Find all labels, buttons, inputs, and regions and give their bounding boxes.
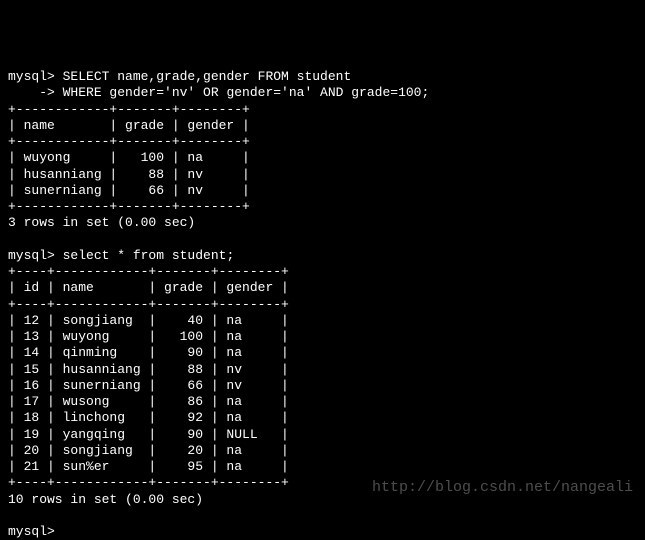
table2-border-mid: +----+------------+-------+--------+ [8,297,289,312]
table2-row: | 12 | songjiang | 40 | na | [8,313,289,328]
mysql-prompt: mysql> [8,248,55,263]
table1-row: | wuyong | 100 | na | [8,150,250,165]
query-1-line-1: SELECT name,grade,gender FROM student [55,69,351,84]
table2-footer: 10 rows in set (0.00 sec) [8,492,203,507]
prompt-line-2: -> WHERE gender='nv' OR gender='na' AND … [8,85,429,100]
prompt-line-1: mysql> SELECT name,grade,gender FROM stu… [8,69,351,84]
table2-row: | 20 | songjiang | 20 | na | [8,443,289,458]
table2-row: | 15 | husanniang | 88 | nv | [8,362,289,377]
table1-row: | husanniang | 88 | nv | [8,167,250,182]
table2-row: | 21 | sun%er | 95 | na | [8,459,289,474]
table2-border-bot: +----+------------+-------+--------+ [8,475,289,490]
table2-row: | 19 | yangqing | 90 | NULL | [8,427,289,442]
table2-row: | 18 | linchong | 92 | na | [8,410,289,425]
table2-row: | 13 | wuyong | 100 | na | [8,329,289,344]
table1-border-top: +------------+-------+--------+ [8,102,250,117]
table1-footer: 3 rows in set (0.00 sec) [8,215,195,230]
query-1-line-2: WHERE gender='nv' OR gender='na' AND gra… [55,85,429,100]
final-prompt[interactable]: mysql> [8,524,63,539]
table1-row: | sunerniang | 66 | nv | [8,183,250,198]
table1-header: | name | grade | gender | [8,118,250,133]
table2-row: | 14 | qinming | 90 | na | [8,345,289,360]
table2-header: | id | name | grade | gender | [8,280,289,295]
table2-border-top: +----+------------+-------+--------+ [8,264,289,279]
table2-row: | 16 | sunerniang | 66 | nv | [8,378,289,393]
table1-border-mid: +------------+-------+--------+ [8,134,250,149]
query-2: select * from student; [55,248,234,263]
watermark-text: http://blog.csdn.net/nangeali [372,479,633,498]
mysql-prompt: mysql> [8,69,55,84]
continuation-prompt: -> [8,85,55,100]
table2-row: | 17 | wusong | 86 | na | [8,394,289,409]
table1-border-bot: +------------+-------+--------+ [8,199,250,214]
prompt-line-3: mysql> select * from student; [8,248,234,263]
